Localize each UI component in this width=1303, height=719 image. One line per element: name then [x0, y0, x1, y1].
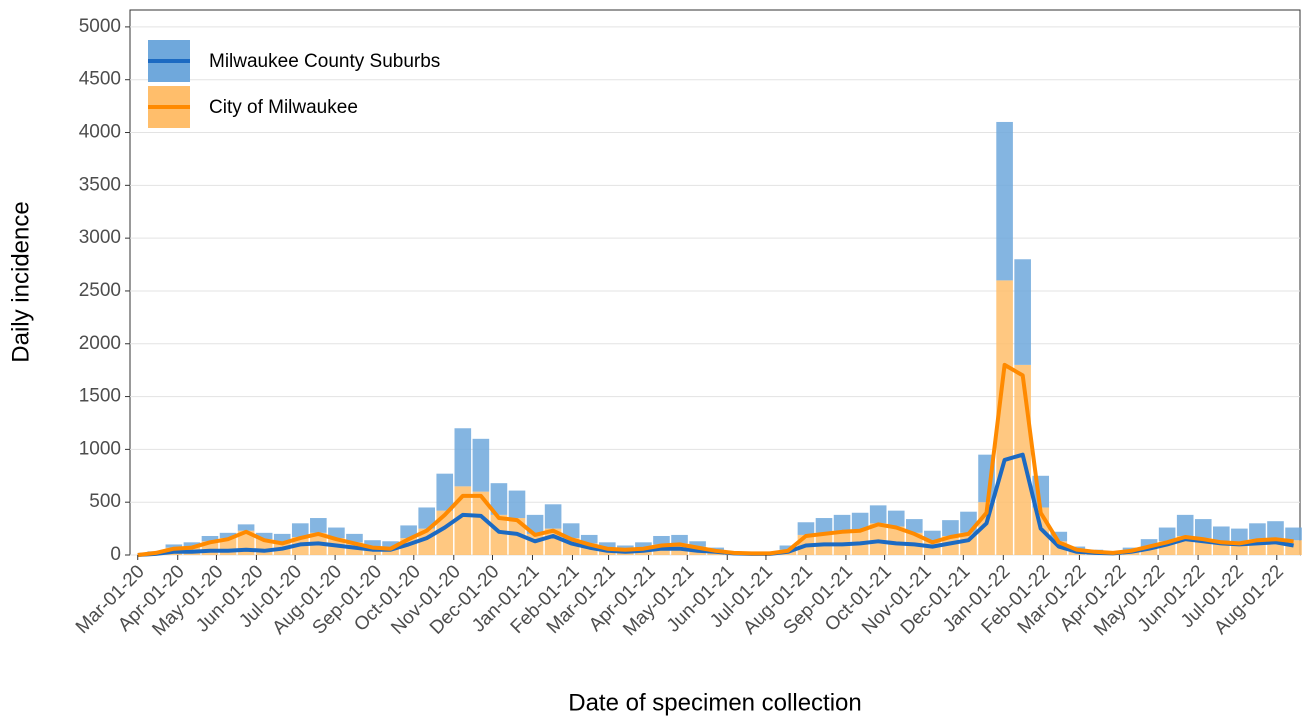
x-axis-title: Date of specimen collection: [568, 689, 861, 716]
bar: [924, 530, 941, 542]
bar: [1267, 521, 1284, 539]
bar: [598, 542, 616, 548]
bar: [942, 520, 959, 536]
bar: [219, 532, 237, 539]
bar: [996, 121, 1013, 281]
y-tick-label: 1500: [79, 386, 121, 407]
bar: [887, 526, 905, 555]
y-tick-label: 2000: [79, 333, 121, 354]
bar: [562, 523, 580, 539]
bar: [508, 490, 526, 519]
bar: [1231, 528, 1248, 543]
bar: [418, 507, 435, 529]
bar: [310, 518, 327, 533]
bar: [1014, 259, 1031, 365]
bar: [869, 505, 887, 524]
bar: [364, 540, 381, 547]
legend-label: Milwaukee County Suburbs: [209, 51, 440, 72]
bar: [490, 483, 508, 515]
legend: Milwaukee County Suburbs City of Milwauke…: [148, 40, 440, 128]
y-tick-label: 4500: [79, 69, 121, 90]
y-tick-label: 0: [110, 544, 121, 565]
bar: [328, 527, 345, 539]
bar: [165, 544, 183, 548]
bar: [201, 535, 219, 542]
y-tick-label: 2500: [79, 280, 121, 301]
y-tick-label: 5000: [79, 16, 121, 37]
bar: [851, 512, 869, 530]
bar: [490, 514, 508, 555]
bar: [273, 533, 291, 543]
bar: [436, 510, 454, 555]
bar: [400, 525, 417, 539]
bar: [1176, 514, 1194, 536]
grid: [130, 26, 1300, 556]
y-tick-label: 500: [89, 491, 121, 512]
bar: [472, 438, 490, 492]
bar: [653, 535, 670, 545]
bar: [869, 523, 887, 555]
bar: [436, 473, 454, 511]
y-tick-label: 1000: [79, 438, 121, 459]
bar: [1050, 531, 1068, 542]
bar: [580, 534, 598, 544]
bar: [454, 428, 472, 487]
bar: [1158, 527, 1176, 542]
bar: [255, 532, 273, 540]
bar: [833, 514, 851, 531]
bar: [291, 523, 309, 538]
bar: [237, 524, 255, 531]
lines: [137, 362, 1294, 557]
rolling-line: [137, 362, 1294, 557]
bar: [508, 518, 526, 555]
bar: [689, 541, 706, 547]
bar: [1249, 523, 1266, 540]
bar: [1140, 546, 1158, 555]
y-tick-label: 3000: [79, 227, 121, 248]
bar: [1194, 519, 1212, 539]
bar: [887, 510, 905, 527]
bar: [1140, 539, 1158, 547]
bar: [617, 545, 634, 550]
plot-panel: [129, 9, 1301, 556]
bar: [996, 280, 1013, 555]
bar: [382, 541, 399, 548]
bar: [454, 486, 472, 555]
y-tick-label: 3500: [79, 174, 121, 195]
bar: [635, 542, 652, 548]
bar: [544, 504, 562, 529]
bar: [797, 522, 815, 535]
bar: [671, 534, 688, 544]
bar: [346, 533, 363, 543]
bar: [1285, 527, 1302, 541]
bar: [183, 542, 201, 547]
bar: [815, 518, 833, 533]
bar: [1213, 526, 1230, 542]
y-axis-title: Daily incidence: [7, 201, 34, 362]
legend-label: City of Milwaukee: [209, 97, 358, 118]
bar: [779, 545, 797, 550]
bar: [905, 519, 923, 533]
bar: [472, 491, 490, 555]
y-tick-label: 4000: [79, 122, 121, 143]
